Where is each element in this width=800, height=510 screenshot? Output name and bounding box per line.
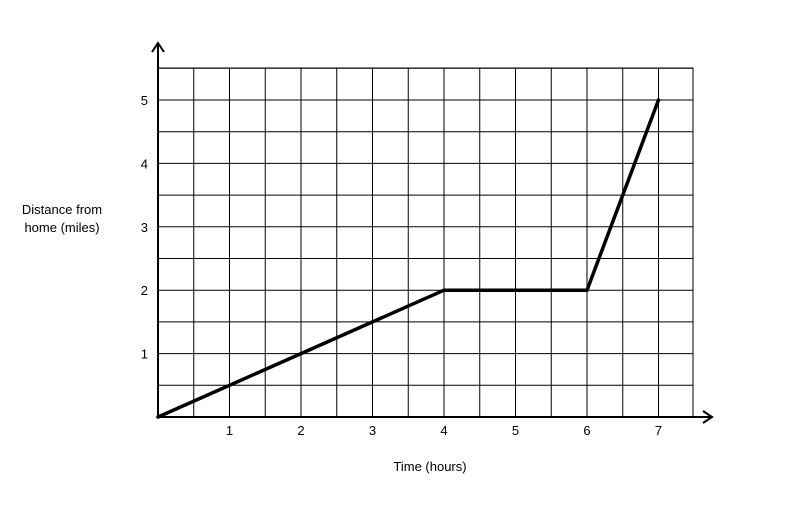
x-tick-label: 5 [512, 423, 519, 438]
grid-border [158, 67, 694, 417]
y-tick-label: 5 [141, 93, 148, 108]
y-tick-label: 4 [141, 156, 148, 171]
x-axis-arrow-icon [702, 410, 714, 424]
y-tick-label: 1 [141, 347, 148, 362]
series [156, 98, 661, 419]
x-tick-labels: 1 2 3 4 5 6 7 [226, 423, 662, 438]
x-axis-label: Time (hours) [393, 459, 466, 474]
x-tick-label: 3 [369, 423, 376, 438]
x-tick-label: 7 [655, 423, 662, 438]
x-tick-label: 6 [583, 423, 590, 438]
x-tick-label: 4 [440, 423, 447, 438]
x-tick-label: 1 [226, 423, 233, 438]
y-tick-label: 3 [141, 220, 148, 235]
x-tick-label: 2 [297, 423, 304, 438]
y-tick-label: 2 [141, 283, 148, 298]
series-line-0 [156, 98, 661, 419]
y-axis-label-line-2: home (miles) [24, 220, 99, 235]
y-axis-arrow-icon [151, 41, 165, 53]
y-tick-labels: 1 2 3 4 5 [141, 93, 148, 362]
axes [151, 41, 714, 424]
grid [158, 67, 694, 417]
y-axis-label-line-1: Distance from [22, 202, 102, 217]
